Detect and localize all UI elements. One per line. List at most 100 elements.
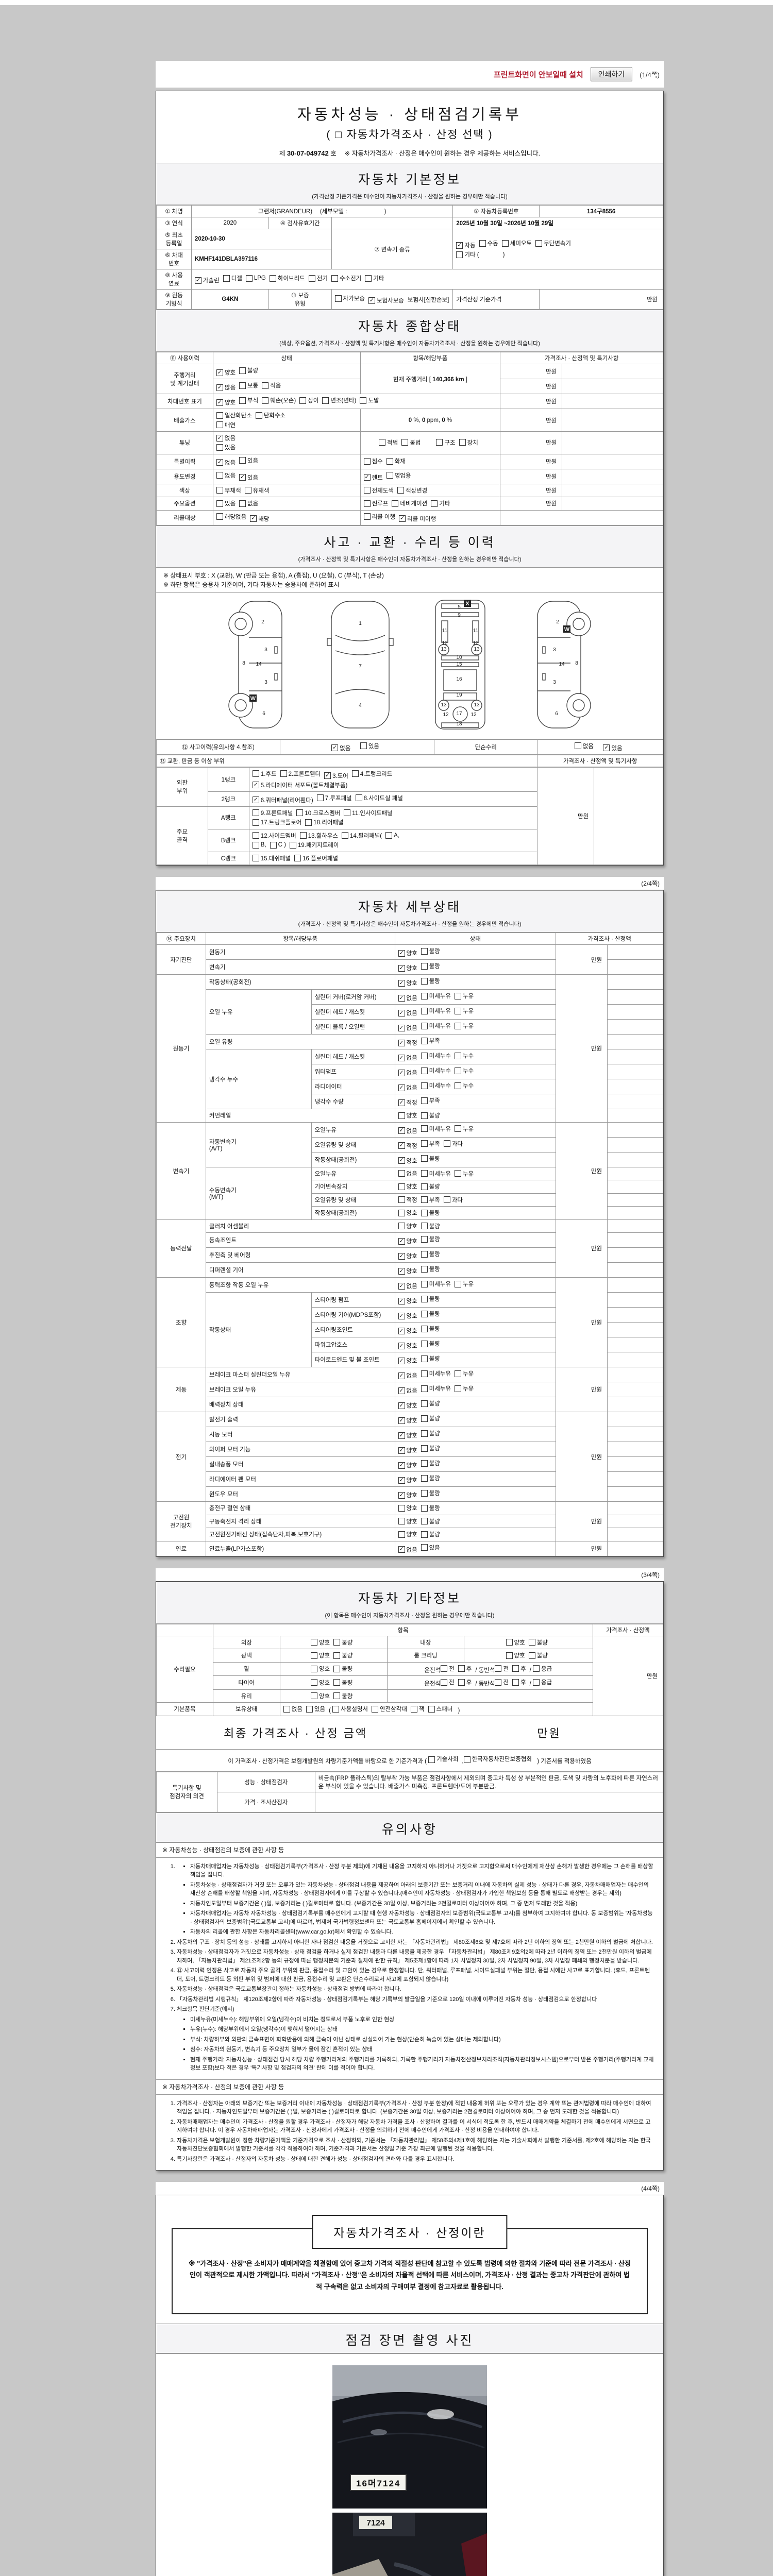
checkbox-label: 양호 bbox=[406, 1184, 417, 1190]
checkbox-label: 양호 bbox=[406, 1518, 417, 1525]
checkbox-label: 없음 bbox=[406, 1128, 417, 1134]
empty-box-icon bbox=[322, 397, 329, 404]
form-checkbox: 누유 bbox=[455, 992, 474, 1000]
table-cell: 실내송풍 모터 bbox=[205, 1456, 395, 1472]
table-cell: 항목 bbox=[212, 1623, 594, 1636]
empty-box-icon bbox=[252, 770, 259, 777]
checkbox-label: 17.트렁크플로어 bbox=[260, 820, 302, 826]
form-checkbox: 후 bbox=[512, 1678, 526, 1686]
form-checkbox: 불량 bbox=[528, 1651, 548, 1659]
form-checkbox: 불량 bbox=[421, 1530, 440, 1538]
form-checkbox: 불량 bbox=[333, 1665, 352, 1673]
checkbox-label: 장치 bbox=[467, 439, 478, 446]
table-cell: 만원 bbox=[556, 1540, 608, 1556]
table-cell bbox=[607, 1206, 663, 1220]
empty-box-icon bbox=[421, 1415, 428, 1422]
checkbox-label: 전기 bbox=[316, 276, 328, 282]
checkbox-label: 없음 bbox=[247, 501, 259, 507]
empty-box-icon bbox=[216, 513, 223, 520]
checked-box-icon: ✓ bbox=[398, 1142, 405, 1149]
table-cell: 상태 bbox=[394, 933, 557, 945]
empty-box-icon bbox=[398, 1504, 405, 1512]
table-row: 냉각수 수량 ✓ 적정 부족 bbox=[157, 1094, 663, 1109]
checked-box-icon: ✓ bbox=[398, 1024, 405, 1031]
empty-box-icon bbox=[421, 1155, 428, 1162]
empty-box-icon bbox=[421, 1489, 428, 1497]
table-cell: 색상 bbox=[156, 483, 213, 497]
panel-number: 2 bbox=[261, 619, 264, 625]
form-checkbox: 미세누유 bbox=[421, 1007, 451, 1015]
table-cell: 스티어링 기어(MDPS포함) bbox=[311, 1307, 395, 1323]
notice-item: 자동차매매업자는 자동차성능 · 상태점검기록부(가격조사 · 산정 부분 제외… bbox=[177, 1862, 654, 1937]
checkbox-label: 양호 bbox=[406, 1298, 417, 1304]
checkbox-label: 불량 bbox=[429, 1446, 440, 1452]
form-checkbox: 불량 bbox=[528, 1638, 548, 1647]
table-cell: 변속기 bbox=[205, 959, 395, 975]
table-cell: 만원 bbox=[500, 483, 563, 497]
section-detail-header: 자동차 세부상태 (가격조사 · 산정액 및 특기사항은 매수인이 자동차가격조… bbox=[156, 890, 663, 933]
table-cell bbox=[607, 1193, 663, 1207]
empty-box-icon bbox=[421, 1531, 428, 1538]
table-cell bbox=[562, 497, 663, 511]
form-checkbox: 불량 bbox=[421, 1340, 440, 1348]
checked-box-icon: ✓ bbox=[239, 474, 246, 481]
empty-box-icon bbox=[398, 1112, 405, 1119]
table-cell bbox=[607, 1109, 663, 1123]
table-cell: 오일 유량 bbox=[205, 1034, 395, 1049]
text-fragment bbox=[424, 441, 436, 447]
table-cell: 적법 불법 구조 장치 bbox=[360, 431, 501, 454]
section-accident-header: 사고 · 교환 · 수리 등 이력 (가격조사 · 산정액 및 특기사항은 매수… bbox=[156, 525, 663, 568]
checked-box-icon: ✓ bbox=[368, 297, 375, 304]
checkbox-label: 불량 bbox=[429, 1223, 440, 1230]
empty-box-icon bbox=[239, 500, 246, 507]
checkbox-label: 미세누유 bbox=[429, 1371, 451, 1377]
table-cell bbox=[607, 1079, 663, 1094]
checked-box-icon: ✓ bbox=[398, 1099, 405, 1106]
empty-box-icon bbox=[333, 1639, 341, 1646]
table-cell: 만원 bbox=[556, 1219, 608, 1278]
checkbox-label: 양호 bbox=[406, 1113, 417, 1119]
empty-box-icon bbox=[455, 1082, 461, 1089]
form-checkbox: 불량 bbox=[421, 1295, 440, 1303]
checkbox-label: 응급 bbox=[541, 1680, 552, 1686]
checkbox-label: 없음 bbox=[224, 460, 236, 466]
checkbox-label: 불량 bbox=[429, 1210, 440, 1216]
form-checkbox: 양호 bbox=[398, 1530, 417, 1538]
table-cell bbox=[386, 1689, 594, 1703]
table-cell bbox=[607, 944, 663, 960]
text-fragment: 운전석 bbox=[424, 1667, 441, 1673]
form-checkbox: 양호 bbox=[398, 1504, 417, 1512]
install-notice-link[interactable]: 프린트화면이 안보일때 설치 bbox=[493, 70, 583, 79]
checkbox-label: 수동 bbox=[487, 241, 498, 247]
form-checkbox: 자가보증 bbox=[334, 294, 365, 302]
table-cell: 작동상태(공회전) bbox=[311, 1151, 395, 1167]
checkbox-label: 있음 bbox=[611, 745, 623, 752]
empty-box-icon bbox=[455, 1170, 461, 1177]
table-cell: 항목/해당부품 bbox=[205, 933, 395, 945]
empty-box-icon bbox=[306, 1705, 313, 1713]
notice-block-body: 가격조사 · 산정자는 아래의 보증기간 또는 보증거리 이내에 자동차성능 ·… bbox=[156, 2095, 663, 2171]
print-button[interactable]: 인쇄하기 bbox=[590, 67, 633, 81]
section-notices-header: 유의사항 bbox=[156, 1812, 663, 1842]
empty-box-icon bbox=[316, 794, 324, 801]
table-cell: ✓ 양호 불량 bbox=[394, 1151, 557, 1167]
table-cell: ✓ 렌트 영업용 bbox=[360, 468, 501, 484]
detail-state-table-grid: ⑭ 주요장치 항목/해당부품 상태 가격조사 · 산정액 자기진단 원동기 ✓ 양호 불량 만원 변… bbox=[156, 933, 663, 1556]
checkbox-label: 수소전기 bbox=[339, 276, 362, 282]
empty-box-icon bbox=[421, 1385, 428, 1392]
table-cell: 배력장치 상태 bbox=[205, 1397, 395, 1412]
checkbox-label: 양호 bbox=[406, 980, 417, 987]
table-row: 자기진단 원동기 ✓ 양호 불량 만원 bbox=[156, 944, 663, 975]
checkbox-label: 적정 bbox=[406, 1040, 417, 1046]
form-checkbox: 있음 bbox=[306, 1705, 325, 1713]
panel-number: 12 bbox=[473, 640, 479, 646]
form-checkbox: 잭 bbox=[410, 1705, 425, 1713]
empty-box-icon bbox=[421, 1183, 428, 1190]
form-checkbox: 19.패키지트레이 bbox=[290, 841, 339, 849]
empty-box-icon bbox=[421, 1430, 428, 1437]
table-cell: ✓ 가솔린 디젤 LPG 하이브리드 전기 수소전기 기타 bbox=[191, 269, 664, 290]
notice-item: 체크항목 판단기준(예시)미세누유(미세누수): 해당부위에 오일(냉각수)이 … bbox=[177, 2005, 654, 2073]
checkbox-label: 부족 bbox=[429, 1141, 440, 1147]
table-row: 작동상태 스티어링 펌프 ✓ 양호 불량 bbox=[157, 1292, 663, 1367]
checkbox-label: 영업용 bbox=[394, 472, 411, 479]
